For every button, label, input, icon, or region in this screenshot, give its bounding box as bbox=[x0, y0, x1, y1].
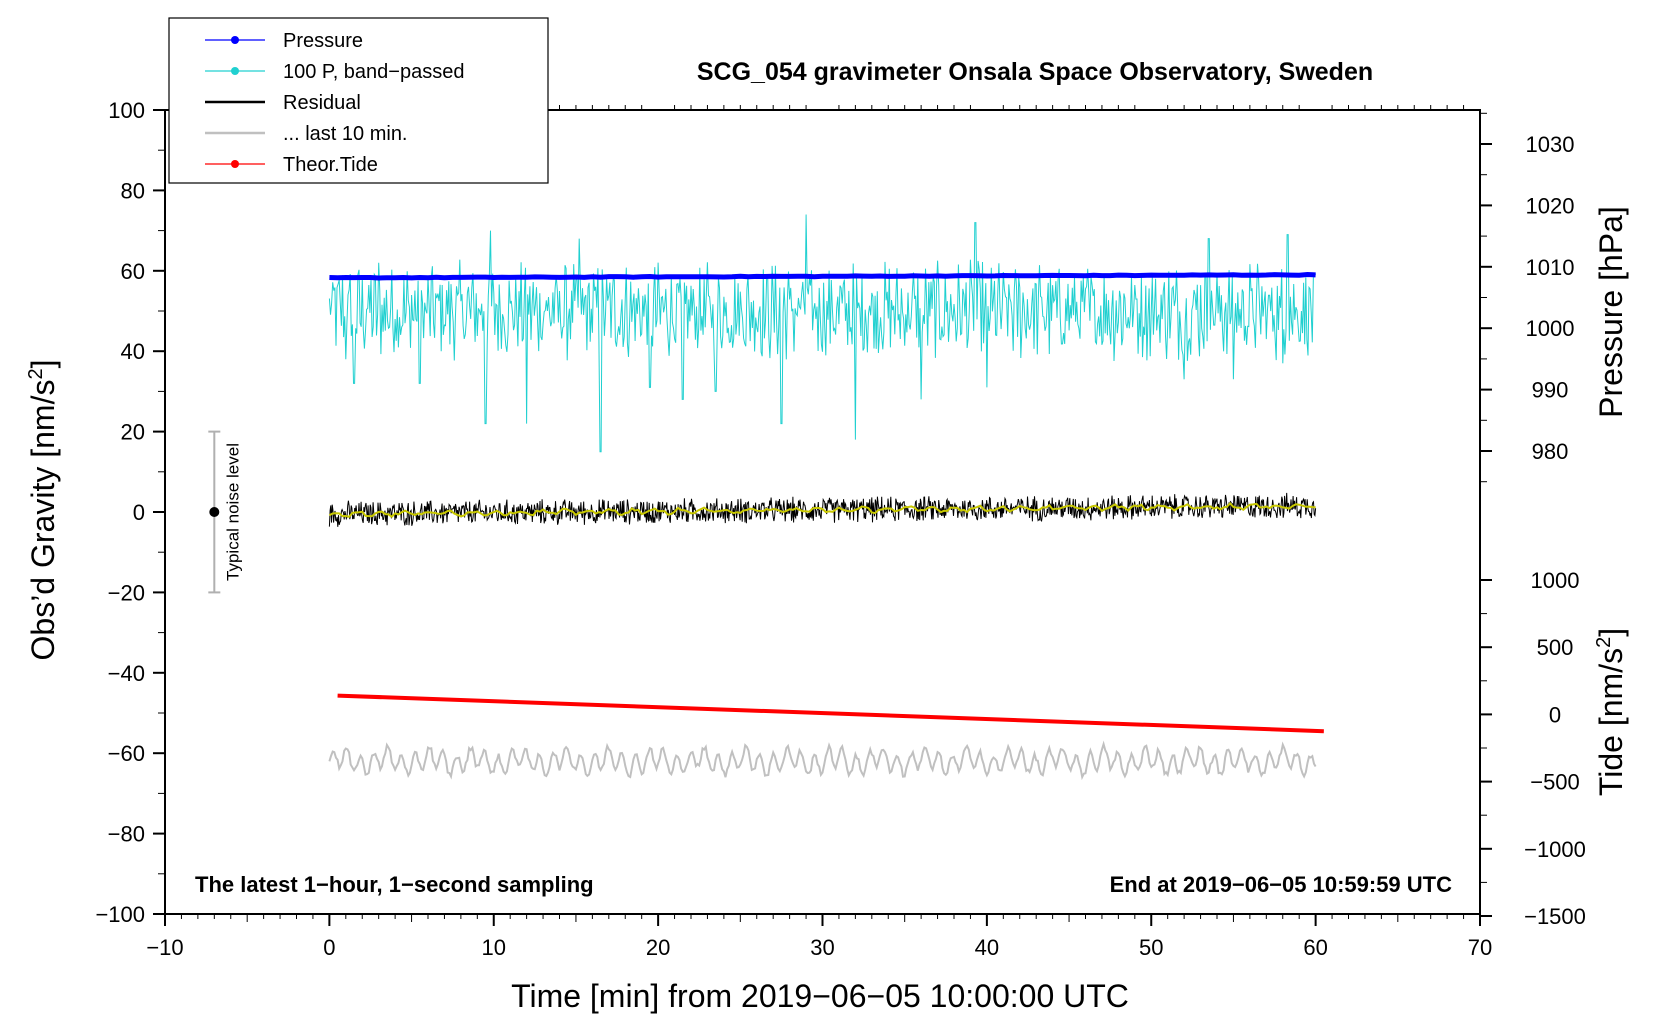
noise-label: Typical noise level bbox=[223, 443, 242, 581]
sampling-annotation: The latest 1−hour, 1−second sampling bbox=[195, 872, 594, 897]
x-tick-label: 40 bbox=[975, 935, 999, 960]
y-axis-label-sup: 2 bbox=[25, 368, 47, 379]
x-tick-label: 10 bbox=[482, 935, 506, 960]
pressure-tick-label: 1030 bbox=[1526, 132, 1575, 157]
y-axis-label-close: ] bbox=[25, 360, 61, 369]
tide-axis-label: Tide [nm/s2] bbox=[1593, 628, 1629, 796]
legend-label: Pressure bbox=[283, 30, 363, 52]
y-axis-label: Obs’d Gravity [nm/s2] bbox=[25, 360, 61, 661]
x-axis-label: Time [min] from 2019−06−05 10:00:00 UTC bbox=[511, 978, 1129, 1014]
pressure-tick-label: 1020 bbox=[1526, 193, 1575, 218]
axis-ticks bbox=[153, 105, 1492, 926]
plot-area: Typical noise level bbox=[153, 105, 1492, 926]
tick-labels: −10 0 10 20 30 40 50 60 70100806040200−20−40−60−… bbox=[95, 98, 1585, 960]
y-tick-label: −40 bbox=[108, 661, 145, 686]
last-10-min-line bbox=[328, 740, 1317, 781]
pressure-tick-label: 990 bbox=[1532, 378, 1569, 403]
y-tick-label: 60 bbox=[121, 259, 145, 284]
chart-title: SCG_054 gravimeter Onsala Space Observat… bbox=[697, 58, 1373, 86]
series-layer bbox=[328, 214, 1324, 781]
y-tick-label: −80 bbox=[108, 822, 145, 847]
x-tick-label: 50 bbox=[1139, 935, 1163, 960]
legend-label: Theor.Tide bbox=[283, 154, 378, 176]
tide-tick-label: −1500 bbox=[1524, 904, 1586, 929]
x-tick-label: 70 bbox=[1468, 935, 1492, 960]
legend-label: 100 P, band−passed bbox=[283, 61, 464, 83]
y-tick-label: 100 bbox=[108, 98, 145, 123]
y-tick-label: 40 bbox=[121, 339, 145, 364]
tide-axis-label-sup: 2 bbox=[1593, 637, 1615, 648]
y-tick-label: −100 bbox=[95, 902, 145, 927]
x-tick-label: −10 bbox=[146, 935, 183, 960]
noise-bar-center bbox=[209, 507, 220, 517]
band-passed-pressure-line bbox=[328, 214, 1317, 453]
noise-bar-group: Typical noise level bbox=[208, 430, 242, 594]
y-axis-label-main: Obs’d Gravity [nm/s bbox=[25, 380, 61, 661]
legend-box bbox=[168, 17, 549, 184]
x-tick-label: 20 bbox=[646, 935, 670, 960]
y-tick-label: 20 bbox=[121, 420, 145, 445]
end-time-annotation: End at 2019−06−05 10:59:59 UTC bbox=[1110, 872, 1453, 897]
legend-entries: Pressure 100 P, band−passed Residual ... la… bbox=[205, 30, 464, 176]
tide-tick-label: 500 bbox=[1537, 635, 1574, 660]
theoretical-tide-line bbox=[337, 693, 1324, 734]
tide-axis-label-main: Tide [nm/s bbox=[1593, 648, 1629, 796]
legend-marker bbox=[231, 36, 239, 44]
legend-label: ... last 10 min. bbox=[283, 123, 408, 145]
legend: Pressure 100 P, band−passed Residual ... la… bbox=[168, 17, 549, 184]
y-tick-label: 80 bbox=[121, 178, 145, 203]
pressure-tick-label: 1000 bbox=[1526, 316, 1575, 341]
tide-tick-label: −500 bbox=[1530, 770, 1580, 795]
legend-label: Residual bbox=[283, 92, 361, 114]
tide-tick-label: 0 bbox=[1549, 702, 1561, 727]
x-tick-label: 0 bbox=[323, 935, 335, 960]
y-tick-label: −60 bbox=[108, 741, 145, 766]
pressure-tick-label: 1010 bbox=[1526, 255, 1575, 280]
tide-tick-label: −1000 bbox=[1524, 837, 1586, 862]
y-tick-label: 0 bbox=[133, 500, 145, 525]
x-tick-label: 60 bbox=[1303, 935, 1327, 960]
pressure-tick-label: 980 bbox=[1532, 439, 1569, 464]
pressure-axis-label: Pressure [hPa] bbox=[1593, 206, 1629, 418]
pressure-line bbox=[329, 271, 1316, 281]
tide-axis-label-close: ] bbox=[1593, 628, 1629, 637]
legend-marker bbox=[231, 160, 239, 168]
y-tick-label: −20 bbox=[108, 580, 145, 605]
tide-tick-label: 1000 bbox=[1531, 568, 1580, 593]
x-tick-label: 30 bbox=[810, 935, 834, 960]
residual-smoothed-line bbox=[328, 501, 1316, 518]
legend-marker bbox=[231, 67, 239, 75]
